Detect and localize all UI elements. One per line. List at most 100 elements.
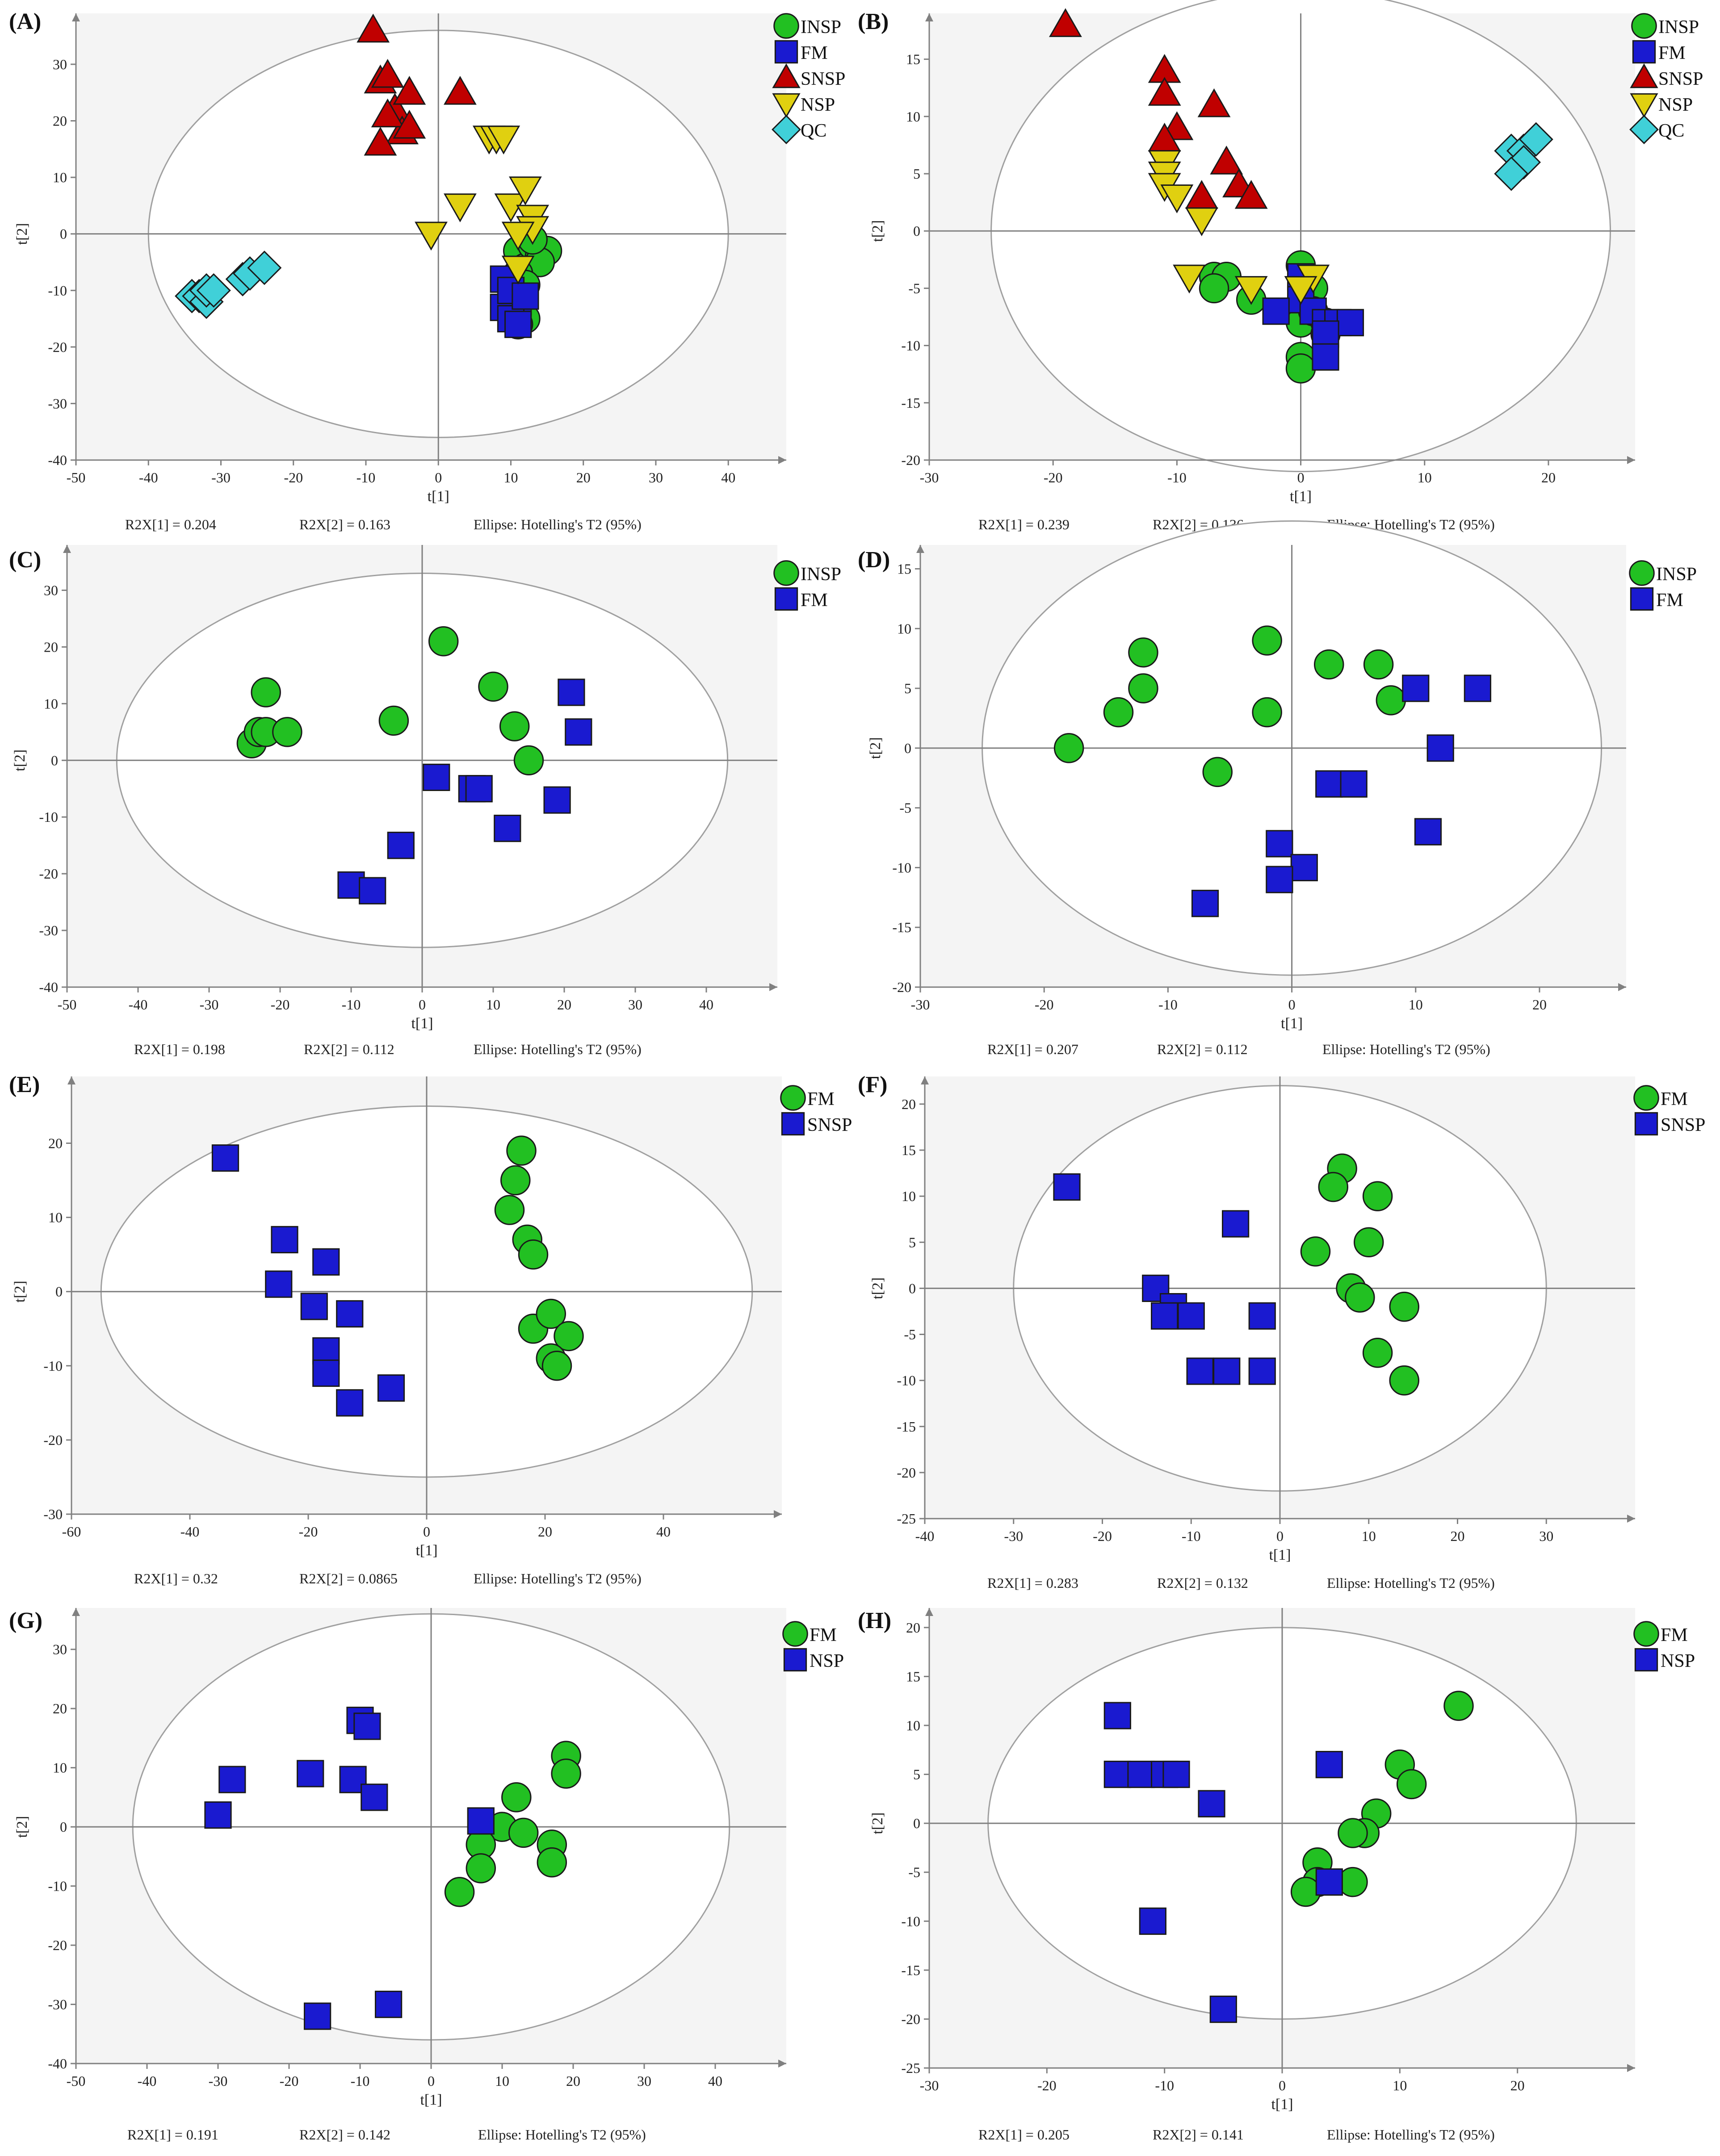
legend-marker-nsp	[783, 1648, 807, 1672]
y-tick-label: -10	[43, 1358, 63, 1374]
y-tick-label: 30	[44, 582, 58, 599]
x-axis-arrow	[1627, 456, 1635, 464]
point-fm	[565, 718, 592, 746]
point-snsp	[312, 1248, 340, 1276]
x-axis-arrow	[1618, 983, 1626, 991]
legend-marker-fm	[774, 587, 798, 611]
point-fm	[500, 1165, 531, 1196]
y-tick-label: -5	[904, 1327, 916, 1343]
x-tick-label: -40	[915, 1528, 935, 1544]
ellipse-note: Ellipse: Hotelling's T2 (95%)	[1327, 1575, 1495, 1591]
x-tick-label: 40	[708, 2073, 722, 2089]
panel-g: -50 -40 -30 -20 -10 0 10 20 30 40-40-30-20-100102…	[9, 1608, 844, 2143]
panel-label: (F)	[858, 1072, 887, 1097]
point-snsp	[1210, 145, 1243, 175]
x-tick-label: 0	[1279, 2077, 1286, 2093]
x-tick-label: 30	[628, 996, 642, 1013]
legend-marker-fm	[1630, 587, 1654, 611]
r2x2-value: R2X[2] = 0.132	[1157, 1575, 1248, 1591]
y-tick-label: 10	[44, 695, 58, 712]
x-tick-label: -10	[1167, 469, 1187, 486]
x-axis-arrow	[778, 2060, 786, 2068]
point-snsp	[312, 1359, 340, 1387]
y-axis-arrow	[63, 545, 71, 553]
x-axis-label: t[1]	[415, 1542, 437, 1559]
point-insp	[1252, 625, 1282, 656]
legend-marker-qc	[772, 115, 801, 144]
panel-h: -30 -20 -10 0 10 20 -25 -20 -15 -10 -5 0 5 10 15 20 t[1]…	[858, 1608, 1695, 2143]
r2x1-value: R2X[1] = 0.191	[127, 2127, 218, 2143]
x-axis-arrow	[1627, 1515, 1635, 1523]
point-qc	[1519, 122, 1553, 157]
x-tick-label: -40	[180, 1524, 200, 1540]
y-tick-label: -10	[48, 1878, 67, 1894]
r2x1-value: R2X[1] = 0.32	[134, 1570, 218, 1587]
point-fm	[1414, 818, 1442, 846]
legend-label: INSP	[801, 564, 841, 585]
legend-label: FM	[1658, 43, 1686, 63]
point-fm	[1362, 1181, 1393, 1211]
y-tick-label: 0	[913, 1815, 920, 1831]
legend-marker-nsp	[772, 93, 801, 118]
point-insp	[1128, 637, 1158, 668]
point-nsp	[1162, 1760, 1190, 1788]
panel-label: (H)	[858, 1608, 891, 1633]
legend-label: SNSP	[807, 1115, 852, 1135]
point-fm	[387, 832, 415, 859]
r2x2-value: R2X[2] = 0.112	[304, 1041, 394, 1057]
point-fm	[423, 763, 450, 791]
y-tick-label: 0	[51, 752, 58, 768]
y-tick-label: 30	[53, 56, 67, 72]
panel-label: (B)	[858, 9, 889, 34]
x-tick-label: -20	[280, 2073, 299, 2089]
x-tick-label: 20	[557, 996, 571, 1013]
point-fm	[466, 1853, 496, 1884]
y-tick-label: 20	[906, 1620, 920, 1636]
point-nsp	[501, 255, 535, 285]
y-tick-label: 10	[53, 169, 67, 185]
r2x2-value: R2X[2] = 0.0865	[299, 1570, 398, 1587]
point-snsp	[393, 109, 426, 139]
point-snsp	[1186, 1357, 1214, 1385]
point-fm	[494, 814, 521, 842]
point-fm	[1290, 854, 1318, 882]
y-tick-label: 0	[913, 223, 920, 239]
y-tick-label: 20	[48, 1135, 63, 1151]
point-snsp	[336, 1300, 364, 1328]
y-tick-label: 15	[897, 561, 911, 577]
panel-c: -50 -40 -30 -20 -10 0 10 20 30 40-40-30-20-100102…	[9, 545, 841, 1057]
x-tick-label: 40	[721, 469, 735, 486]
point-nsp	[1234, 276, 1268, 305]
x-axis-arrow	[774, 1510, 782, 1518]
point-fm	[1266, 866, 1293, 893]
legend-label: FM	[810, 1625, 837, 1645]
x-tick-label: 0	[419, 996, 426, 1013]
point-nsp	[1127, 1760, 1155, 1788]
point-insp	[478, 671, 508, 702]
x-tick-label: -30	[920, 469, 939, 486]
legend-label: FM	[1661, 1089, 1688, 1109]
legend-label: QC	[801, 121, 826, 141]
point-snsp	[1049, 8, 1082, 37]
legend-label: FM	[801, 43, 828, 63]
point-snsp	[271, 1226, 298, 1254]
point-insp	[1202, 757, 1233, 787]
x-tick-label: 0	[423, 1524, 430, 1540]
point-insp	[428, 626, 459, 657]
panel-label: (D)	[858, 547, 890, 573]
y-axis-arrow	[925, 13, 933, 21]
x-tick-label: 0	[1288, 996, 1296, 1013]
x-tick-label: 0	[1297, 469, 1305, 486]
point-fm	[1191, 890, 1219, 917]
y-tick-label: -10	[48, 282, 67, 298]
y-tick-label: -30	[48, 1997, 67, 2013]
x-tick-label: -30	[200, 996, 219, 1013]
point-fm	[558, 678, 585, 706]
legend-label: NSP	[810, 1651, 844, 1671]
point-fm	[508, 1817, 539, 1848]
point-snsp	[1234, 180, 1268, 209]
x-tick-label: -50	[58, 996, 77, 1013]
point-snsp	[1177, 1302, 1205, 1330]
x-tick-label: -20	[299, 1524, 318, 1540]
point-nsp	[374, 1990, 403, 2018]
